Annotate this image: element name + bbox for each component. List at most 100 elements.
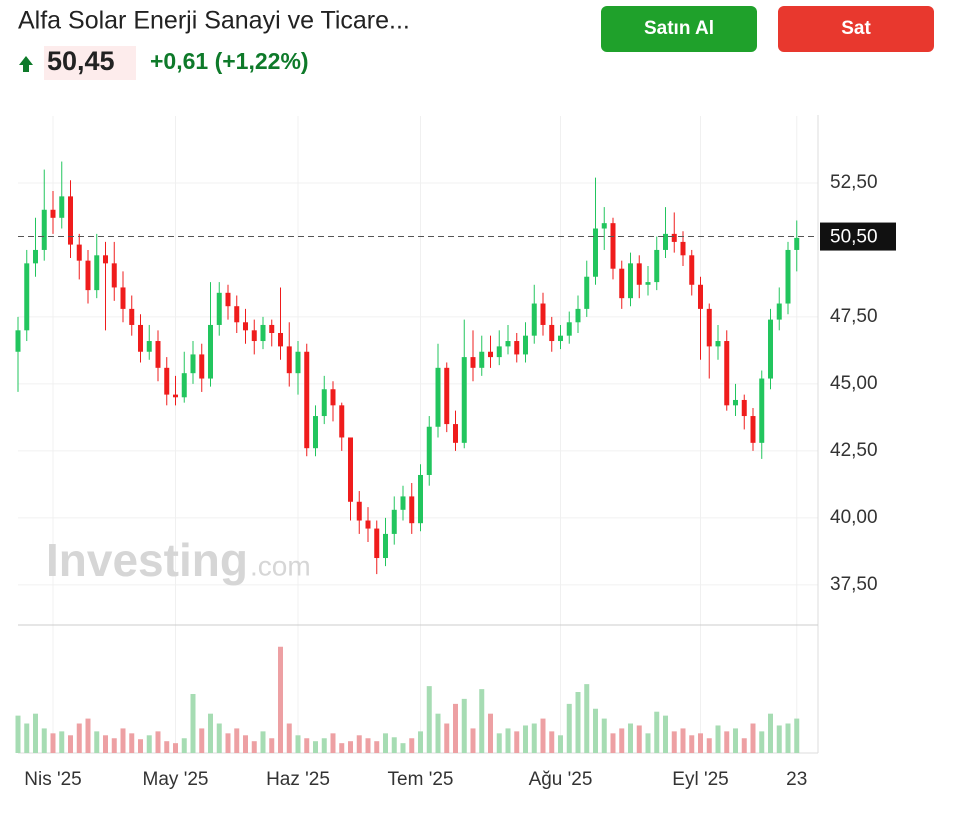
candle-body [85, 260, 91, 291]
candle-body [741, 399, 747, 417]
candle-body [225, 292, 231, 307]
last-price: 50,45 [47, 46, 115, 76]
candle-body [164, 367, 170, 395]
candle-body [636, 263, 642, 285]
candle-body [785, 249, 791, 304]
candle-body [33, 249, 38, 264]
candle-body [444, 367, 450, 425]
candle-body [278, 332, 283, 347]
candle-body [505, 341, 511, 347]
x-tick-label: Eyl '25 [672, 769, 728, 790]
candle-body [129, 308, 135, 325]
candle-body [24, 263, 30, 331]
candle-body [374, 528, 380, 559]
candle-body [243, 322, 248, 331]
candle-body [50, 209, 56, 218]
candle-body [426, 426, 432, 475]
candle-body [155, 341, 161, 368]
candle-body [671, 233, 677, 242]
candle-body [794, 237, 800, 250]
candle-body [689, 255, 695, 285]
candle-body [68, 196, 73, 245]
candle-body [496, 346, 502, 358]
y-tick-label: 40,00 [830, 507, 878, 528]
candle-body [313, 416, 318, 449]
candle-body [216, 292, 222, 325]
candle-body [15, 330, 21, 352]
candle-body [138, 324, 143, 352]
candle-body [715, 341, 721, 347]
candle-body [94, 255, 100, 291]
candle-body [540, 303, 546, 325]
price-change: +0,61 (+1,22%) [150, 48, 309, 74]
candle-body [59, 196, 65, 218]
last-price-label: 50,50 [830, 227, 878, 248]
candle-body [750, 416, 756, 443]
candle-body [619, 268, 625, 299]
candle-body [698, 284, 703, 309]
y-tick-label: 42,50 [830, 440, 878, 461]
sell-button[interactable] [778, 6, 934, 52]
x-tick-label: Tem '25 [388, 769, 454, 790]
y-tick-label: 47,50 [830, 306, 878, 327]
watermark-suffix: .com [250, 550, 311, 581]
candle-body [628, 263, 633, 299]
candle-body [584, 276, 590, 309]
candle-body [435, 367, 441, 427]
watermark-brand: Investing [46, 534, 248, 586]
candle-body [523, 335, 528, 355]
candle-body [356, 501, 362, 521]
candle-body [453, 424, 458, 443]
candle-body [234, 306, 240, 323]
candle-body [645, 282, 651, 285]
y-tick-label: 37,50 [830, 574, 878, 595]
candle-body [181, 373, 187, 398]
candle-body [706, 308, 712, 347]
x-tick-label: May '25 [143, 769, 209, 790]
y-tick-label: 52,50 [830, 172, 878, 193]
last-price-box [820, 222, 896, 251]
candle-body [295, 351, 301, 374]
candle-body [269, 324, 275, 333]
candle-body [488, 351, 493, 358]
up-arrow [19, 56, 33, 72]
x-tick-label: 23 [786, 769, 807, 790]
y-tick-label: 45,00 [830, 373, 878, 394]
candle-body [514, 341, 520, 355]
candle-body [768, 319, 773, 379]
x-tick-label: Haz '25 [266, 769, 330, 790]
buy-label[interactable]: Satın Al [644, 18, 714, 39]
candle-body [304, 351, 310, 449]
candle-body [190, 354, 196, 374]
candle-body [470, 357, 476, 368]
candle-body [103, 255, 108, 264]
candle-body [321, 389, 327, 417]
candle-body [383, 533, 388, 559]
candle-body [286, 346, 292, 374]
instrument-title: Alfa Solar Enerji Sanayi ve Ticare... [18, 7, 410, 35]
candle-body [418, 474, 423, 524]
candle-body [610, 223, 616, 269]
candle-body [724, 341, 730, 406]
candle-body [531, 303, 537, 336]
candle-body [593, 228, 598, 277]
candle-body [654, 249, 660, 283]
candle-body [409, 496, 415, 524]
candle-body [680, 241, 686, 256]
buy-button[interactable] [601, 6, 757, 52]
candle-body [558, 335, 563, 342]
candle-body [146, 341, 152, 352]
candle-body [260, 324, 266, 342]
candle-body [41, 209, 47, 250]
candle-body [330, 389, 336, 406]
candle-body [120, 287, 126, 309]
candle-body [663, 233, 668, 250]
sell-label[interactable]: Sat [841, 18, 871, 39]
price-highlight [44, 46, 136, 80]
candle-body [339, 405, 345, 438]
candle-body [575, 308, 581, 323]
candle-body [549, 324, 555, 342]
candle-body [76, 244, 82, 261]
